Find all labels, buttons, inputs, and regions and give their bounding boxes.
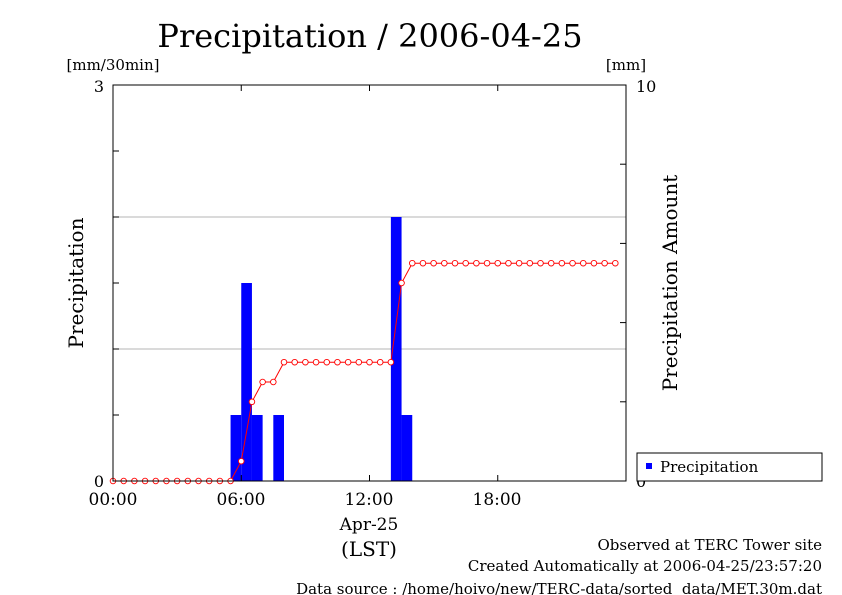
cumulative-point bbox=[280, 358, 288, 366]
axis-ticks bbox=[112, 84, 627, 482]
x-tick-label-1200: 12:00 bbox=[345, 490, 394, 510]
plot-frame bbox=[112, 84, 627, 482]
cumulative-point bbox=[580, 259, 587, 267]
precip-bar bbox=[401, 415, 413, 481]
cumulative-point bbox=[323, 358, 331, 366]
chart-title: Precipitation / 2006-04-25 bbox=[157, 17, 582, 55]
x-axis-date-label: Apr-25 bbox=[339, 515, 399, 535]
x-tick-label-0000: 00:00 bbox=[89, 490, 138, 510]
left-tick-label-zero: 0 bbox=[94, 472, 104, 491]
cumulative-point bbox=[355, 358, 363, 366]
cumulative-point bbox=[515, 259, 523, 267]
precip-bar bbox=[390, 217, 402, 481]
footer-datasource: Data source : /home/hoivo/new/TERC-data/… bbox=[296, 580, 822, 595]
right-axis-label: Precipitation Amount bbox=[658, 175, 682, 392]
footer-observed: Observed at TERC Tower site bbox=[597, 536, 822, 554]
cumulative-point bbox=[312, 358, 320, 366]
legend-swatch bbox=[646, 463, 652, 469]
left-axis-label: Precipitation bbox=[64, 217, 88, 348]
cumulative-point bbox=[430, 259, 437, 267]
right-tick-label-max: 10 bbox=[636, 77, 656, 96]
cumulative-point bbox=[537, 259, 544, 267]
cumulative-point bbox=[558, 259, 566, 267]
cumulative-point bbox=[526, 259, 534, 267]
cumulative-point bbox=[451, 259, 459, 267]
legend-box bbox=[636, 452, 823, 482]
cumulative-point bbox=[409, 259, 416, 267]
cumulative-point bbox=[398, 279, 405, 287]
cumulative-point bbox=[366, 358, 373, 366]
cumulative-point bbox=[270, 378, 277, 386]
x-tick-label-0600: 06:00 bbox=[217, 490, 266, 510]
precipitation-bars bbox=[230, 217, 413, 481]
cumulative-point bbox=[612, 259, 619, 267]
grid-lines bbox=[113, 216, 626, 350]
x-axis-zone-label: (LST) bbox=[341, 537, 397, 561]
cumulative-point bbox=[302, 358, 309, 366]
cumulative-point bbox=[237, 457, 245, 465]
legend-label-precipitation: Precipitation bbox=[660, 458, 759, 476]
cumulative-point bbox=[344, 358, 352, 366]
cumulative-point bbox=[291, 358, 298, 366]
cumulative-point bbox=[376, 358, 384, 366]
cumulative-point bbox=[590, 259, 598, 267]
cumulative-point bbox=[259, 378, 266, 386]
cumulative-point bbox=[494, 259, 502, 267]
left-axis-unit: [mm/30min] bbox=[67, 56, 160, 74]
cumulative-point bbox=[483, 259, 491, 267]
cumulative-point bbox=[334, 358, 341, 366]
cumulative-point bbox=[441, 259, 448, 267]
footer-created: Created Automatically at 2006-04-25/23:5… bbox=[468, 557, 822, 575]
cumulative-point bbox=[505, 259, 512, 267]
cumulative-series bbox=[109, 259, 619, 485]
cumulative-line bbox=[113, 262, 616, 482]
cumulative-point bbox=[387, 358, 395, 366]
precip-bar bbox=[230, 415, 242, 481]
cumulative-point bbox=[248, 398, 256, 406]
precip-bar bbox=[241, 283, 252, 481]
precip-bar bbox=[273, 415, 284, 481]
precip-bar bbox=[251, 415, 263, 481]
cumulative-point bbox=[419, 259, 427, 267]
cumulative-point bbox=[473, 259, 480, 267]
cumulative-point bbox=[601, 259, 608, 267]
x-tick-label-1800: 18:00 bbox=[473, 490, 522, 510]
left-tick-label-max: 3 bbox=[94, 77, 104, 96]
cumulative-point bbox=[547, 259, 555, 267]
legend: Precipitation bbox=[636, 452, 823, 482]
cumulative-point bbox=[569, 259, 576, 267]
right-axis-unit: [mm] bbox=[606, 56, 646, 74]
cumulative-point bbox=[462, 259, 469, 267]
